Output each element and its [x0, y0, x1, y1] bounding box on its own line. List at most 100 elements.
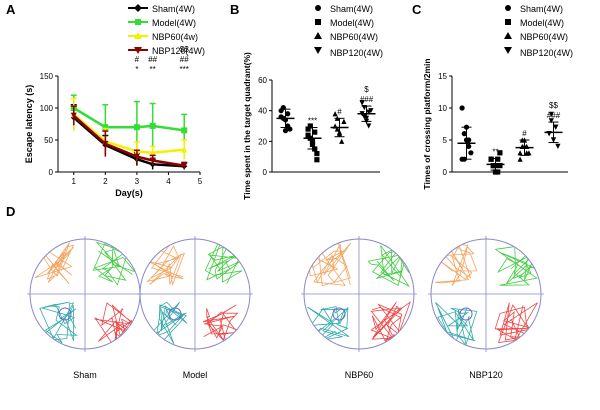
legend-b-model: Model(4W)	[330, 18, 374, 28]
data-point	[314, 157, 320, 163]
significance-mark: ##	[148, 55, 157, 64]
data-point	[366, 109, 372, 115]
legend-c-nbp120: NBP120(4W)	[520, 48, 573, 58]
series-1	[70, 94, 188, 153]
data-point	[359, 100, 365, 106]
data-point	[459, 105, 465, 111]
data-point	[548, 111, 554, 117]
legend-b-nbp60: NBP60(4W)	[330, 32, 378, 42]
platform-marker	[332, 307, 346, 321]
y-axis-label: Times of crossing platform/2min	[422, 58, 432, 189]
y-tick-label: 50	[44, 136, 53, 145]
data-point	[466, 137, 472, 143]
y-tick-label: 20	[258, 137, 267, 146]
series-0	[70, 104, 188, 170]
data-point	[285, 111, 291, 117]
swim-path	[435, 242, 478, 287]
data-point	[282, 128, 289, 134]
significance-mark: ***	[180, 65, 189, 74]
series-line	[72, 116, 185, 168]
swim-path	[94, 302, 137, 347]
pool-label-nbp120: NBP120	[469, 370, 503, 380]
data-point	[314, 151, 320, 157]
legend-a-nbp60: NBP60(4w)	[152, 32, 198, 42]
platform-marker	[58, 307, 72, 321]
x-tick-label: 1	[72, 177, 77, 186]
group-3: $$###	[544, 101, 563, 149]
data-point	[366, 123, 372, 129]
significance-mark: #	[522, 129, 527, 138]
data-point	[149, 149, 156, 156]
data-point	[181, 146, 188, 153]
data-point	[548, 118, 554, 124]
chart-c-platform-crossings: 0 5 10 15 Times of crossing platform/2min ** #…	[422, 58, 568, 190]
group-1: ***	[303, 117, 322, 163]
significance-mark: $$	[180, 45, 189, 54]
data-point	[461, 131, 467, 137]
data-point	[102, 140, 109, 147]
y-tick-label: 10	[438, 104, 447, 113]
y-tick-label: 150	[40, 72, 54, 81]
group-2: #	[330, 107, 349, 144]
swim-path	[308, 241, 352, 287]
legend-c: Sham(4W) Model(4W) NBP60(4W) NBP120(4W)	[504, 4, 573, 58]
series-line	[72, 114, 185, 167]
legend-a-nbp120: NBP120(4W)	[152, 46, 205, 56]
panel-letter-b: B	[230, 2, 239, 17]
pool-1	[144, 242, 247, 348]
legend-a-sham: Sham(4W)	[152, 4, 195, 14]
group-0	[276, 105, 295, 134]
significance-mark: ###	[547, 111, 561, 120]
legend-a: Sham(4W) Model(4W) NBP60(4w) NBP120(4W)	[128, 4, 205, 56]
group-1: **	[486, 148, 505, 175]
legend-b-sham: Sham(4W)	[330, 4, 373, 14]
legend-c-sham: Sham(4W)	[520, 4, 563, 14]
data-point	[181, 162, 188, 169]
data-point	[517, 156, 523, 162]
significance-mark: ###	[360, 95, 374, 104]
swim-path-panels	[27, 236, 544, 352]
data-point	[492, 169, 499, 175]
y-tick-label: 5	[443, 136, 448, 145]
swim-path	[367, 241, 411, 287]
swim-path	[144, 301, 188, 348]
data-point	[305, 126, 311, 132]
data-point	[524, 150, 530, 156]
data-point	[339, 138, 345, 144]
x-tick-label: 5	[198, 177, 203, 186]
data-point	[555, 143, 561, 149]
data-point	[341, 118, 347, 124]
platform-marker	[168, 307, 182, 321]
swim-path	[370, 301, 412, 347]
significance-mark: $	[364, 85, 369, 94]
legend-b: Sham(4W) Model(4W) NBP60(4W) NBP120(4W)	[314, 4, 383, 58]
data-point	[305, 132, 311, 138]
panel-letter-c: C	[412, 2, 422, 17]
y-axis-label: Escape latency (s)	[24, 85, 34, 164]
legend-a-model: Model(4W)	[152, 18, 196, 28]
y-tick-label: 15	[438, 72, 447, 81]
panel-letter-d: D	[6, 204, 15, 219]
data-point	[133, 153, 140, 160]
significance-mark: #	[337, 107, 342, 116]
significance-mark: $$	[549, 101, 558, 110]
data-point	[468, 150, 474, 156]
data-point	[466, 143, 472, 149]
data-point	[495, 156, 501, 162]
data-point	[497, 163, 503, 169]
swim-path	[494, 302, 538, 345]
data-point	[368, 108, 374, 114]
legend-c-model: Model(4W)	[520, 18, 564, 28]
data-point	[133, 124, 140, 131]
pool-label-nbp60: NBP60	[345, 370, 374, 380]
data-point	[490, 163, 496, 169]
significance-mark: *	[135, 65, 138, 74]
y-tick-label: 40	[258, 107, 267, 116]
significance-mark: ##	[180, 55, 189, 64]
legend-c-nbp60: NBP60(4W)	[520, 32, 568, 42]
data-point	[497, 150, 503, 156]
swim-path	[307, 306, 350, 345]
data-point	[70, 112, 77, 119]
